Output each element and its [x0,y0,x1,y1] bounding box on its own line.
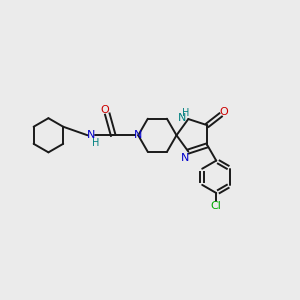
Text: H: H [92,138,100,148]
Text: N: N [181,153,190,163]
Text: N: N [134,130,142,140]
Text: O: O [219,107,228,117]
Text: H: H [182,108,189,118]
Text: N: N [178,112,186,123]
Text: Cl: Cl [211,201,222,211]
Text: O: O [100,105,109,115]
Text: N: N [87,130,95,140]
